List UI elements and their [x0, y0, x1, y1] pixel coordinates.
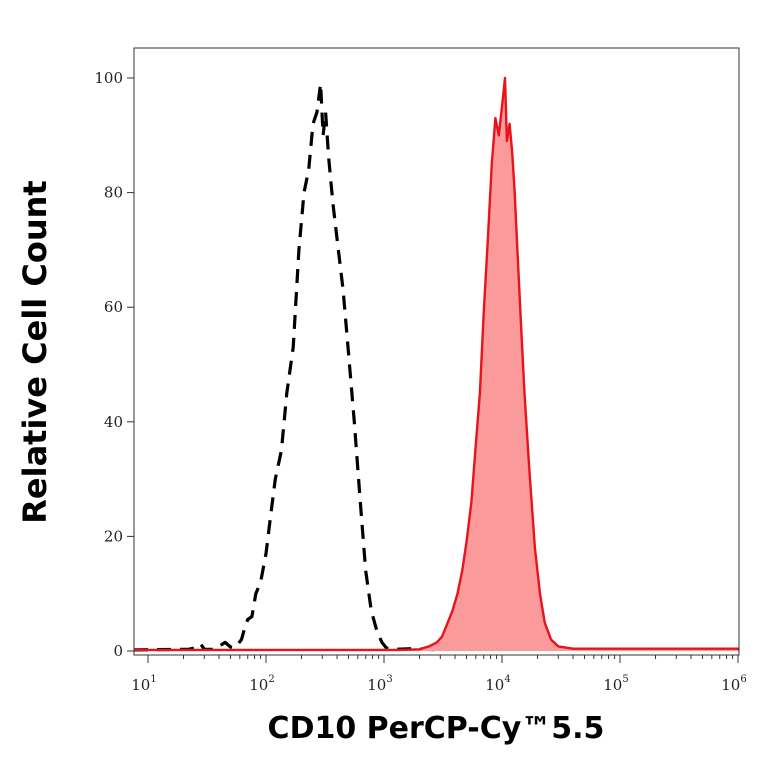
y-tick-label: 40	[104, 413, 123, 431]
series-1-line	[134, 76, 740, 652]
x-tick-label: 105	[603, 674, 628, 694]
y-axis-title: Relative Cell Count	[16, 180, 54, 523]
x-axis-ticks: 101 102 103 104 105 106	[131, 655, 747, 694]
x-tick-label: 103	[367, 674, 392, 694]
x-tick-label: 104	[485, 674, 510, 694]
series-1-area	[134, 78, 739, 651]
x-tick-label: 106	[721, 674, 746, 694]
x-tick-label: 101	[131, 674, 156, 694]
y-tick-label: 100	[94, 69, 123, 87]
y-tick-label: 80	[104, 184, 123, 202]
x-axis-title: CD10 PerCP-Cy™5.5	[268, 711, 605, 746]
y-tick-label: 60	[104, 298, 123, 316]
y-axis-ticks: 0 20 40 60 80 100	[94, 69, 134, 660]
y-tick-label: 0	[113, 642, 123, 660]
plot-frame	[133, 47, 740, 656]
series-layer	[133, 76, 740, 652]
y-tick-label: 20	[104, 527, 123, 545]
series-0-line	[133, 82, 441, 652]
x-tick-label: 102	[249, 674, 274, 694]
